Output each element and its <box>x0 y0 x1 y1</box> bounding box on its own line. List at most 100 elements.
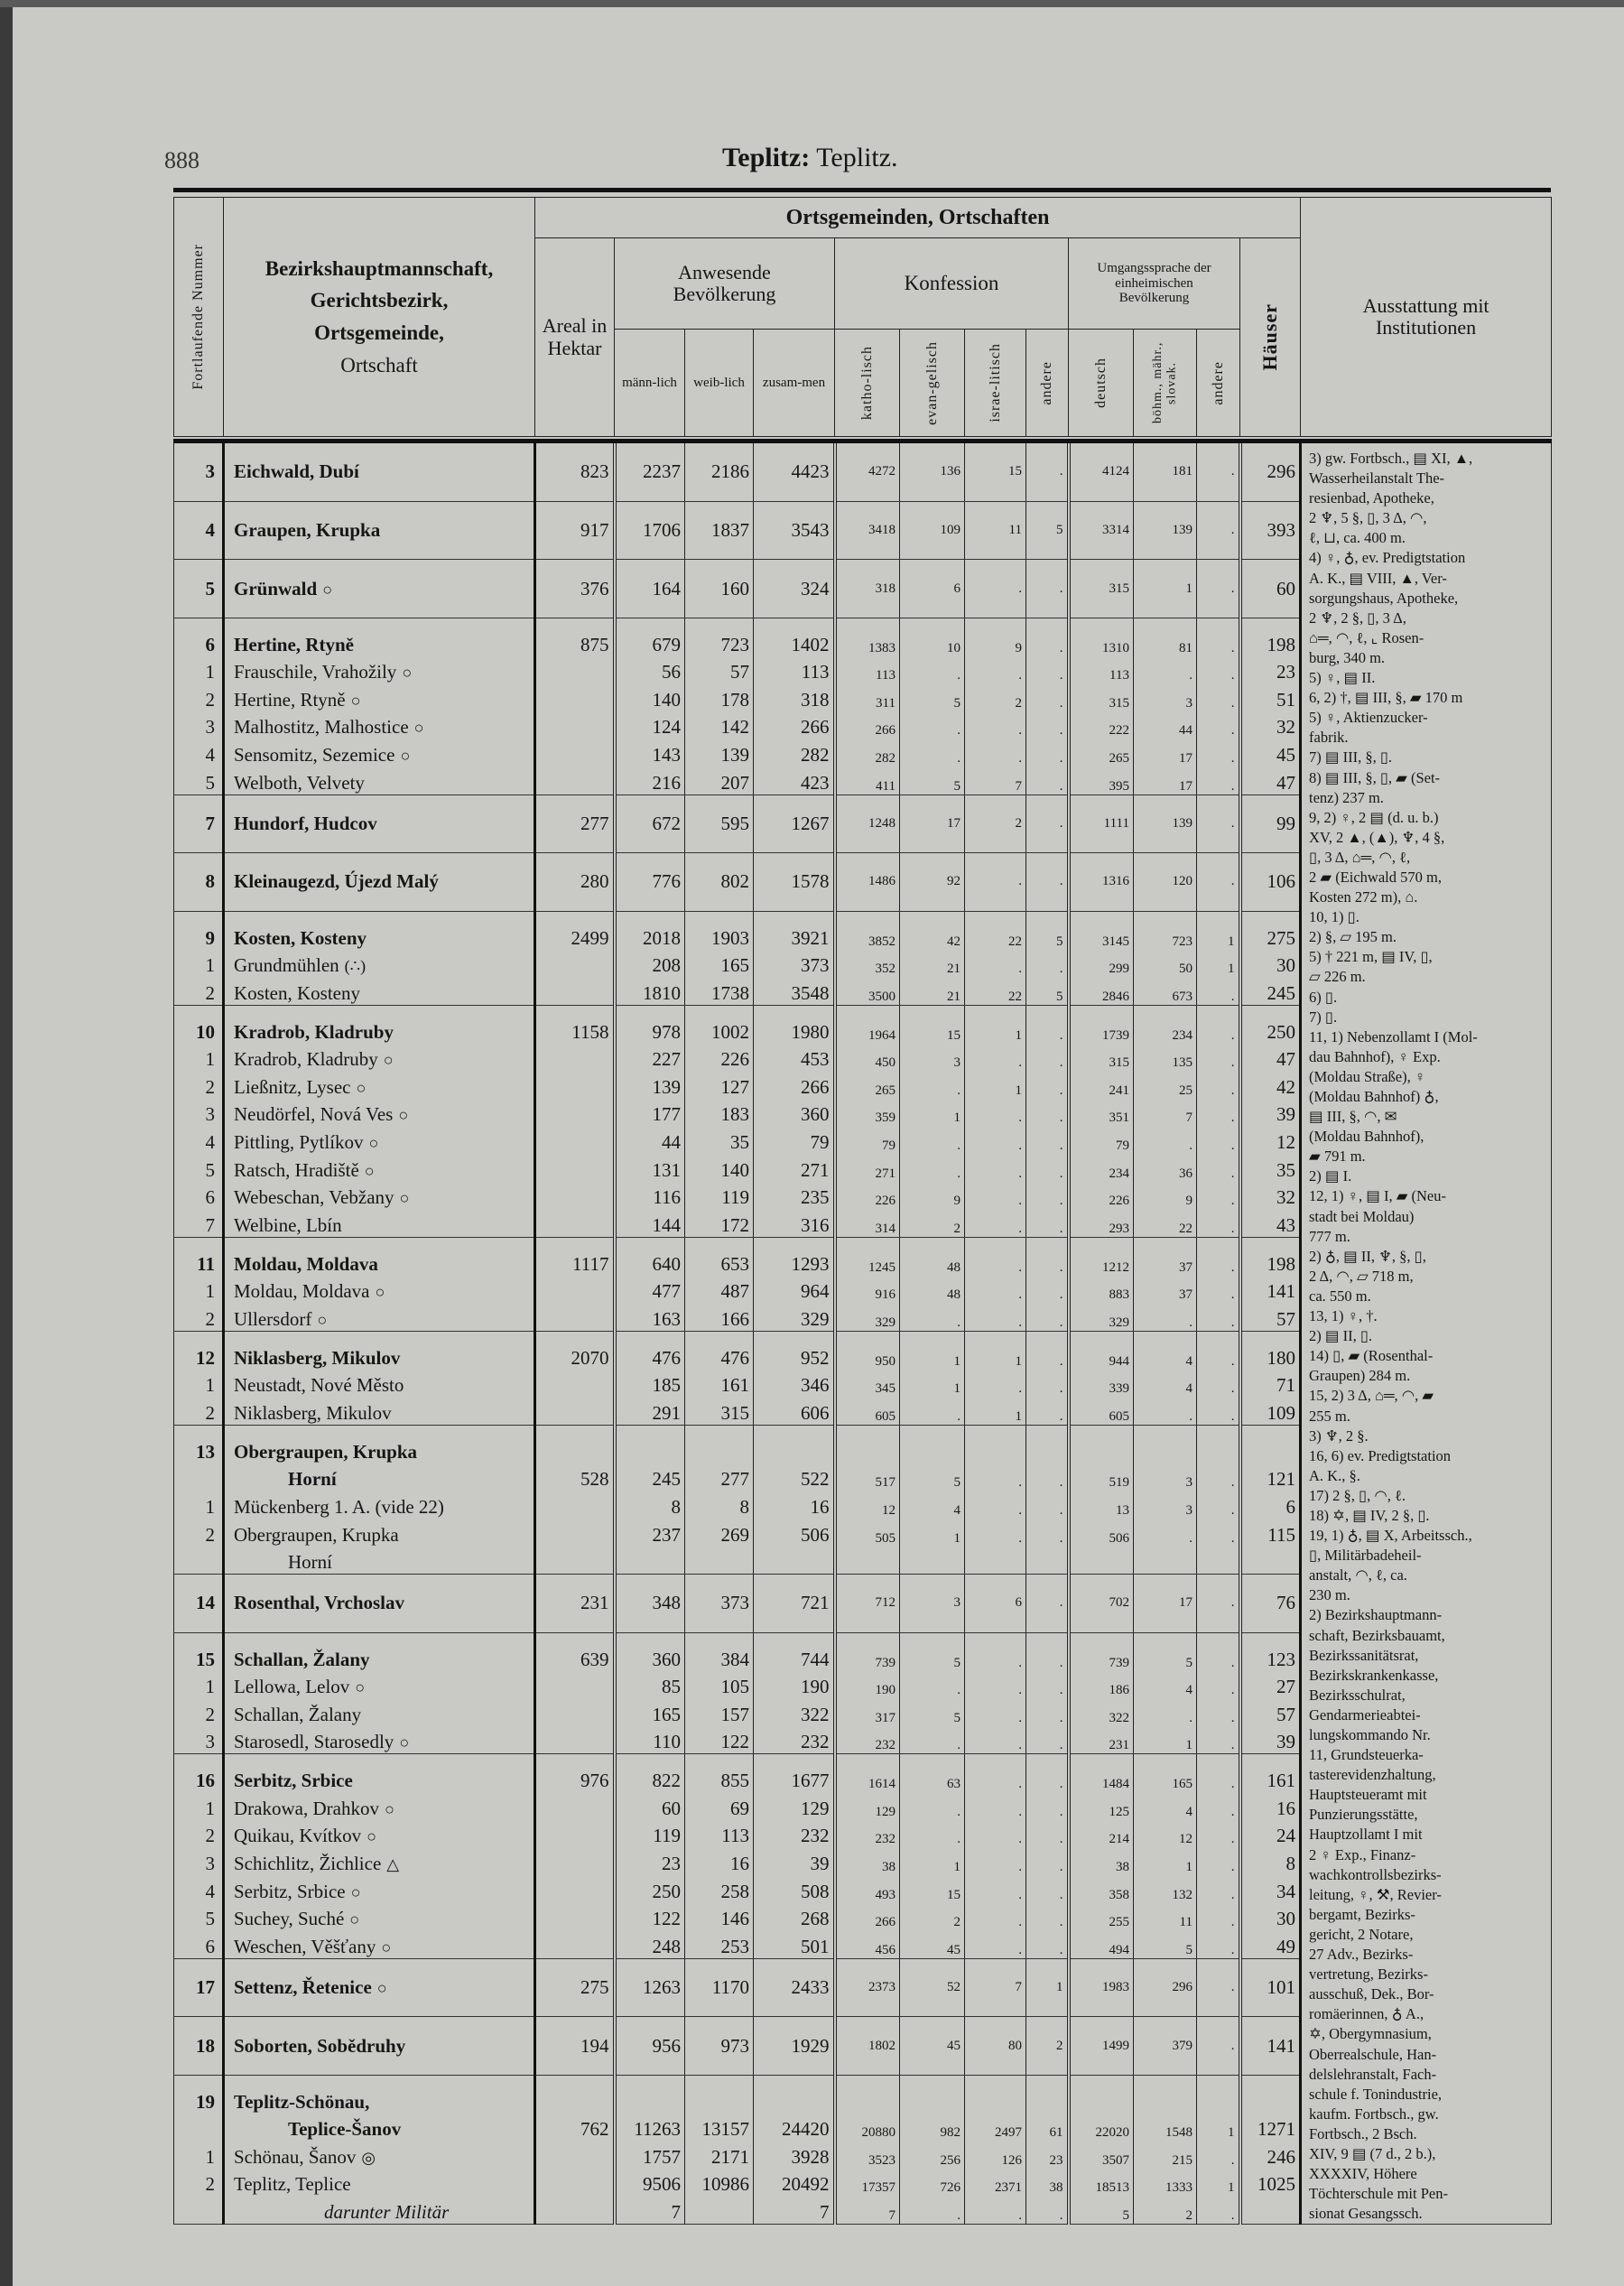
areal-value: 2070 <box>534 1331 617 1370</box>
haeuser-value: 161 <box>1239 1753 1301 1793</box>
header-katholisch-label: katho-lisch <box>858 345 875 421</box>
row-number: 1 <box>173 1491 225 1519</box>
katholisch-value: 329 <box>834 1303 900 1332</box>
evangelisch-value: . <box>899 739 965 767</box>
weiblich-value: 57 <box>684 655 754 684</box>
katholisch-value: 916 <box>834 1275 900 1304</box>
konf-andere-value: . <box>1025 1209 1071 1238</box>
weiblich-value: 315 <box>684 1397 754 1426</box>
institutions-note-line: 3) ♆, 2 §. <box>1309 1426 1369 1445</box>
israelitisch-value: . <box>964 1098 1026 1127</box>
zusammen-value: 508 <box>753 1875 837 1903</box>
konf-andere-value: . <box>1025 1519 1071 1547</box>
row-number: 18 <box>173 2016 225 2076</box>
institutions-note-line: 27 Adv., Bezirks- <box>1309 1946 1414 1964</box>
header-boehmisch: böhm., mähr., slovak. <box>1133 329 1197 437</box>
haeuser-value: 6 <box>1239 1491 1301 1519</box>
israelitisch-value: 2 <box>964 683 1026 711</box>
zusammen-value: 235 <box>753 1181 837 1210</box>
title-district: Teplitz: <box>722 143 811 172</box>
weiblich-value: 35 <box>684 1126 754 1154</box>
israelitisch-value: . <box>964 1670 1026 1699</box>
table-row: 2 Schallan, Žalany 165 157 322 317 5.. 322.. 57 <box>173 1698 1552 1726</box>
place-name-cell: Lellowa, Lelov ○ <box>223 1670 536 1699</box>
konf-andere-value: . <box>1025 1303 1071 1332</box>
evangelisch-value: 92 <box>899 852 965 912</box>
haeuser-value: 198 <box>1239 618 1301 656</box>
haeuser-value: 51 <box>1239 683 1301 711</box>
boehmisch-value: 36 <box>1133 1153 1197 1182</box>
table-row: 2 Kosten, Kosteny 1810 1738 3548 3500 21 22 5 284… <box>173 977 1552 1006</box>
boehmisch-value: 132 <box>1133 1875 1197 1903</box>
institutions-note-line: Gendarmerieabtei- <box>1309 1705 1421 1724</box>
sprache-andere-value: . <box>1196 1303 1242 1332</box>
place-type-mark-icon: ○ <box>398 1106 409 1125</box>
haeuser-value: 32 <box>1239 1181 1301 1210</box>
boehmisch-value: . <box>1133 1698 1197 1726</box>
konf-andere-value: . <box>1025 1463 1071 1491</box>
header-areal: Areal in Hektar <box>534 237 615 437</box>
header-bevoelkerung: Anwesende Bevölkerung <box>614 237 835 330</box>
institutions-note-line: 7) ▯. <box>1309 1008 1338 1026</box>
boehmisch-value: 5 <box>1133 1930 1197 1959</box>
boehmisch-value: 1 <box>1133 1847 1197 1876</box>
sprache-andere-value: . <box>1196 441 1242 502</box>
boehmisch-value: 4 <box>1133 1670 1197 1699</box>
katholisch-value: 190 <box>834 1670 900 1699</box>
areal-value <box>534 683 617 711</box>
sprache-andere-value: . <box>1196 1725 1242 1755</box>
areal-value <box>534 1519 617 1547</box>
evangelisch-value: 136 <box>899 441 965 502</box>
place-name-cell: Graupen, Krupka <box>223 501 536 561</box>
maennlich-value: 822 <box>614 1753 685 1793</box>
zusammen-value: 316 <box>753 1209 837 1238</box>
zusammen-value: 721 <box>753 1574 837 1633</box>
deutsch-value <box>1068 1425 1134 1464</box>
sprache-andere-value: . <box>1196 2016 1242 2076</box>
konf-andere-value: . <box>1025 1369 1071 1398</box>
institutions-note-line: fabrik. <box>1309 729 1349 747</box>
evangelisch-value <box>899 2075 965 2114</box>
areal-value: 280 <box>534 852 617 912</box>
row-number: 1 <box>173 1275 225 1304</box>
boehmisch-value: 723 <box>1133 911 1197 950</box>
place-name: Pittling, Pytlíkov <box>234 1130 364 1153</box>
zusammen-value: 1578 <box>753 852 837 912</box>
sprache-andere-value: . <box>1196 2141 1242 2169</box>
table-row: 7 Hundorf, Hudcov 277 672 595 1267 1248 17 2. 111… <box>173 795 1552 854</box>
place-name: Obergraupen, Krupka <box>234 1440 418 1463</box>
institutions-note-line: Punzierungsstätte, <box>1309 1806 1418 1824</box>
header-deutsch-label: deutsch <box>1092 358 1109 408</box>
page-number: 888 <box>164 147 200 173</box>
katholisch-value: 493 <box>834 1875 900 1903</box>
israelitisch-value: . <box>964 1126 1026 1154</box>
institutions-note-line: 6, 2) †, ▤ III, §, ▰ 170 m <box>1309 689 1463 707</box>
maennlich-value: 163 <box>614 1303 685 1332</box>
institutions-note-line: ✡, Obergymnasium, <box>1309 2025 1432 2043</box>
weiblich-value: 172 <box>684 1209 754 1238</box>
israelitisch-value: 7 <box>964 1958 1026 2018</box>
deutsch-value: 1983 <box>1068 1958 1134 2018</box>
weiblich-value: 161 <box>684 1369 754 1398</box>
konf-andere-value: 38 <box>1025 2168 1071 2197</box>
weiblich-value: 8 <box>684 1491 754 1519</box>
katholisch-value <box>834 1546 900 1575</box>
place-name: Schallan, Žalany <box>234 1648 370 1670</box>
evangelisch-value: 1 <box>899 1369 965 1398</box>
areal-value <box>534 1098 617 1127</box>
place-name-cell: Schallan, Žalany <box>223 1698 536 1726</box>
boehmisch-value: 50 <box>1133 949 1197 978</box>
deutsch-value: 226 <box>1068 1181 1134 1210</box>
row-number: 5 <box>173 767 225 795</box>
institutions-note-line: bergamt, Bezirks- <box>1309 1905 1415 1923</box>
evangelisch-value: . <box>899 1126 965 1154</box>
row-number <box>173 2196 225 2226</box>
zusammen-value: 744 <box>753 1632 837 1671</box>
place-name-cell: Grünwald ○ <box>223 559 536 618</box>
row-number <box>173 2113 225 2142</box>
konf-andere-value: . <box>1025 1275 1071 1304</box>
evangelisch-value: 15 <box>899 1005 965 1044</box>
place-name: Moldau, Moldava <box>234 1252 378 1275</box>
katholisch-value: 1802 <box>834 2016 900 2076</box>
boehmisch-value <box>1133 2075 1197 2114</box>
